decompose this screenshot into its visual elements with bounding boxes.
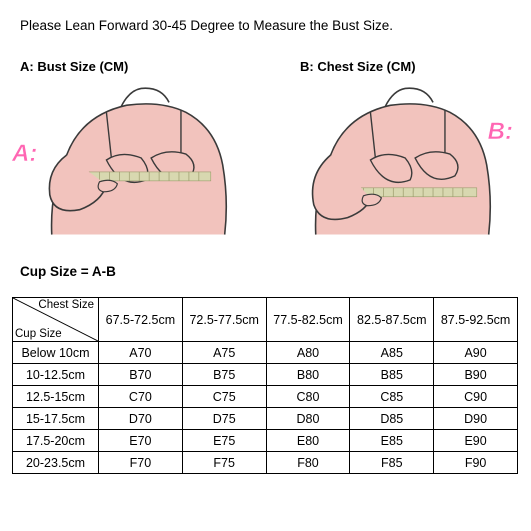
table-header-row: Chest Size Cup Size 67.5-72.5cm 72.5-77.… xyxy=(13,298,518,342)
size-cell: F90 xyxy=(434,452,518,474)
row-header: Below 10cm xyxy=(13,342,99,364)
measurement-labels-row: A: Bust Size (CM) B: Chest Size (CM) xyxy=(20,59,519,74)
col-header: 82.5-87.5cm xyxy=(350,298,434,342)
size-cell: B75 xyxy=(182,364,266,386)
size-cell: D90 xyxy=(434,408,518,430)
size-cell: F70 xyxy=(99,452,183,474)
row-header: 20-23.5cm xyxy=(13,452,99,474)
label-chest-size: B: Chest Size (CM) xyxy=(300,59,416,74)
size-cell: B80 xyxy=(266,364,350,386)
col-header: 77.5-82.5cm xyxy=(266,298,350,342)
size-cell: C90 xyxy=(434,386,518,408)
size-cell: D80 xyxy=(266,408,350,430)
size-cell: E70 xyxy=(99,430,183,452)
size-cell: A70 xyxy=(99,342,183,364)
table-row: 10-12.5cm B70 B75 B80 B85 B90 xyxy=(13,364,518,386)
size-cell: E90 xyxy=(434,430,518,452)
col-header: 67.5-72.5cm xyxy=(99,298,183,342)
size-cell: F85 xyxy=(350,452,434,474)
size-cell: B85 xyxy=(350,364,434,386)
size-cell: A85 xyxy=(350,342,434,364)
size-cell: A80 xyxy=(266,342,350,364)
chest-illustration xyxy=(276,80,520,240)
corner-chest-size: Chest Size xyxy=(38,299,94,311)
label-bust-size: A: Bust Size (CM) xyxy=(20,59,300,74)
table-row: Below 10cm A70 A75 A80 A85 A90 xyxy=(13,342,518,364)
size-cell: F75 xyxy=(182,452,266,474)
diagrams-row: A: B: xyxy=(12,80,519,240)
table-row: 15-17.5cm D70 D75 D80 D85 D90 xyxy=(13,408,518,430)
diagram-chest: B: xyxy=(276,80,520,240)
size-cell: A75 xyxy=(182,342,266,364)
size-cell: D75 xyxy=(182,408,266,430)
row-header: 17.5-20cm xyxy=(13,430,99,452)
size-chart-table: Chest Size Cup Size 67.5-72.5cm 72.5-77.… xyxy=(12,297,518,474)
table-row: 17.5-20cm E70 E75 E80 E85 E90 xyxy=(13,430,518,452)
table-row: 20-23.5cm F70 F75 F80 F85 F90 xyxy=(13,452,518,474)
corner-cup-size: Cup Size xyxy=(15,328,62,340)
size-cell: E85 xyxy=(350,430,434,452)
size-cell: C80 xyxy=(266,386,350,408)
row-header: 15-17.5cm xyxy=(13,408,99,430)
watermark-b: B: xyxy=(488,118,513,146)
size-cell: E80 xyxy=(266,430,350,452)
bust-illustration xyxy=(12,80,256,240)
table-corner-cell: Chest Size Cup Size xyxy=(13,298,99,342)
row-header: 12.5-15cm xyxy=(13,386,99,408)
cup-size-formula: Cup Size = A-B xyxy=(20,264,519,279)
size-cell: E75 xyxy=(182,430,266,452)
watermark-a: A: xyxy=(12,140,37,168)
instruction-text: Please Lean Forward 30-45 Degree to Meas… xyxy=(20,18,519,33)
size-cell: C75 xyxy=(182,386,266,408)
size-cell: F80 xyxy=(266,452,350,474)
table-row: 12.5-15cm C70 C75 C80 C85 C90 xyxy=(13,386,518,408)
size-cell: D70 xyxy=(99,408,183,430)
size-cell: B90 xyxy=(434,364,518,386)
size-cell: A90 xyxy=(434,342,518,364)
size-cell: B70 xyxy=(99,364,183,386)
row-header: 10-12.5cm xyxy=(13,364,99,386)
diagram-bust: A: xyxy=(12,80,256,240)
col-header: 72.5-77.5cm xyxy=(182,298,266,342)
size-cell: C85 xyxy=(350,386,434,408)
size-cell: D85 xyxy=(350,408,434,430)
col-header: 87.5-92.5cm xyxy=(434,298,518,342)
size-cell: C70 xyxy=(99,386,183,408)
